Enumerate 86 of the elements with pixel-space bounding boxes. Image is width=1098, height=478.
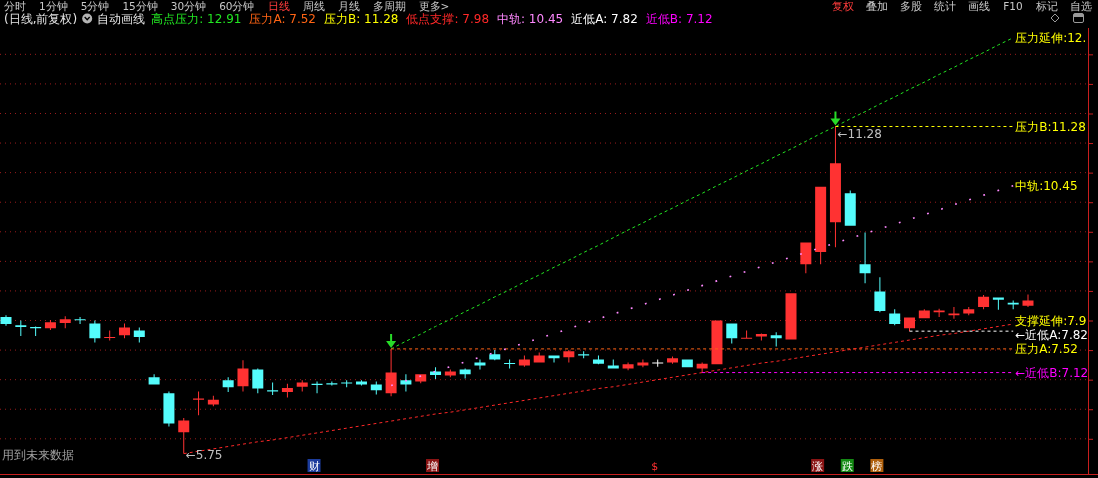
text: 画线: [968, 0, 990, 12]
candlestick: [444, 369, 456, 378]
candlestick: [59, 316, 71, 329]
text: 压力B: 11.28: [323, 12, 399, 26]
text: 近低A: 7.82: [571, 12, 638, 26]
text: F10: [1003, 0, 1023, 12]
text: 近低B: 7.12: [645, 12, 713, 26]
candlestick: [222, 377, 234, 393]
text: 中轨: 10.45: [497, 12, 564, 26]
candlestick: [1022, 294, 1034, 307]
text: 高点压力: 12.91: [151, 12, 242, 26]
text: 15分钟: [122, 0, 158, 12]
candlestick: [504, 359, 516, 369]
chart-title: (日线,前复权): [4, 12, 78, 26]
candlestick: [104, 330, 116, 341]
candlestick: [533, 352, 545, 363]
text: 压力A: 7.52: [249, 12, 316, 26]
candlestick: [163, 391, 175, 427]
annotation: ←近低A:7.82: [1015, 328, 1089, 343]
candlestick: [948, 306, 960, 319]
candlestick: [341, 380, 353, 388]
candlestick: [844, 190, 856, 226]
candlestick: [741, 330, 753, 339]
candlestick: [30, 326, 42, 336]
candlestick: [281, 383, 293, 398]
annotation: 支撑延伸:7.9: [1015, 314, 1087, 329]
candlestick: [874, 277, 886, 313]
candlestick: [44, 319, 56, 330]
candlestick: [74, 316, 86, 325]
text: 低点支撑: 7.98: [406, 12, 490, 26]
text: 更多>: [418, 0, 450, 12]
annotation: 压力A:7.52: [1015, 342, 1078, 357]
candlestick: [933, 308, 945, 317]
candlestick: [430, 367, 442, 380]
text: 60分钟: [219, 0, 255, 12]
candlestick: [548, 355, 560, 363]
candlestick: [770, 332, 782, 347]
candlestick: [815, 186, 827, 265]
candlestick: [15, 320, 27, 336]
candlestick: [785, 293, 797, 340]
candlestick: [370, 381, 382, 395]
text: 5分钟: [80, 0, 110, 12]
candlestick: [918, 309, 930, 319]
candlestick: [563, 350, 575, 363]
text: 复权: [832, 0, 854, 12]
candlestick: [859, 232, 871, 284]
candlestick: [592, 355, 604, 365]
candlestick: [607, 359, 619, 369]
text: ←5.75: [185, 447, 223, 462]
candlestick: [889, 309, 901, 326]
candlestick: [148, 374, 160, 385]
text: 日线: [267, 0, 290, 12]
candlestick: [0, 315, 12, 326]
annotation: ←近低B:7.12: [1015, 366, 1089, 381]
candlestick: [193, 391, 205, 416]
text: 统计: [934, 0, 956, 12]
text: 周线: [302, 0, 325, 12]
text: 叠加: [866, 0, 888, 12]
annotation: 中轨:10.45: [1015, 179, 1078, 194]
text: 30分钟: [170, 0, 207, 12]
legend-title: 自动画线: [97, 12, 146, 26]
candlestick: [978, 295, 990, 310]
candlestick: [726, 323, 738, 344]
candlestick: [89, 320, 101, 343]
text: 标记: [1035, 0, 1058, 12]
text: ←11.28: [837, 126, 882, 141]
candlestick: [667, 356, 679, 364]
candlestick: [652, 359, 664, 367]
text: 压力延伸:12.: [1015, 31, 1087, 46]
text: 多股: [900, 0, 922, 12]
candlestick: [237, 360, 249, 392]
candlestick: [489, 350, 501, 361]
candlestick: [1007, 300, 1019, 310]
text: 多周期: [372, 0, 406, 12]
candlestick: [992, 297, 1004, 310]
text: 分时: [4, 0, 26, 12]
annotation: 用到未来数据: [2, 448, 74, 462]
annotation: 压力B:11.28: [1015, 120, 1086, 134]
candlestick: [207, 395, 219, 407]
text: 1分钟: [39, 0, 68, 12]
text: 自选: [1070, 0, 1092, 12]
text: 月线: [337, 0, 360, 12]
text: $: [651, 460, 659, 473]
candlestick: [252, 368, 264, 394]
candlestick: [800, 242, 812, 274]
candlestick: [355, 380, 367, 386]
